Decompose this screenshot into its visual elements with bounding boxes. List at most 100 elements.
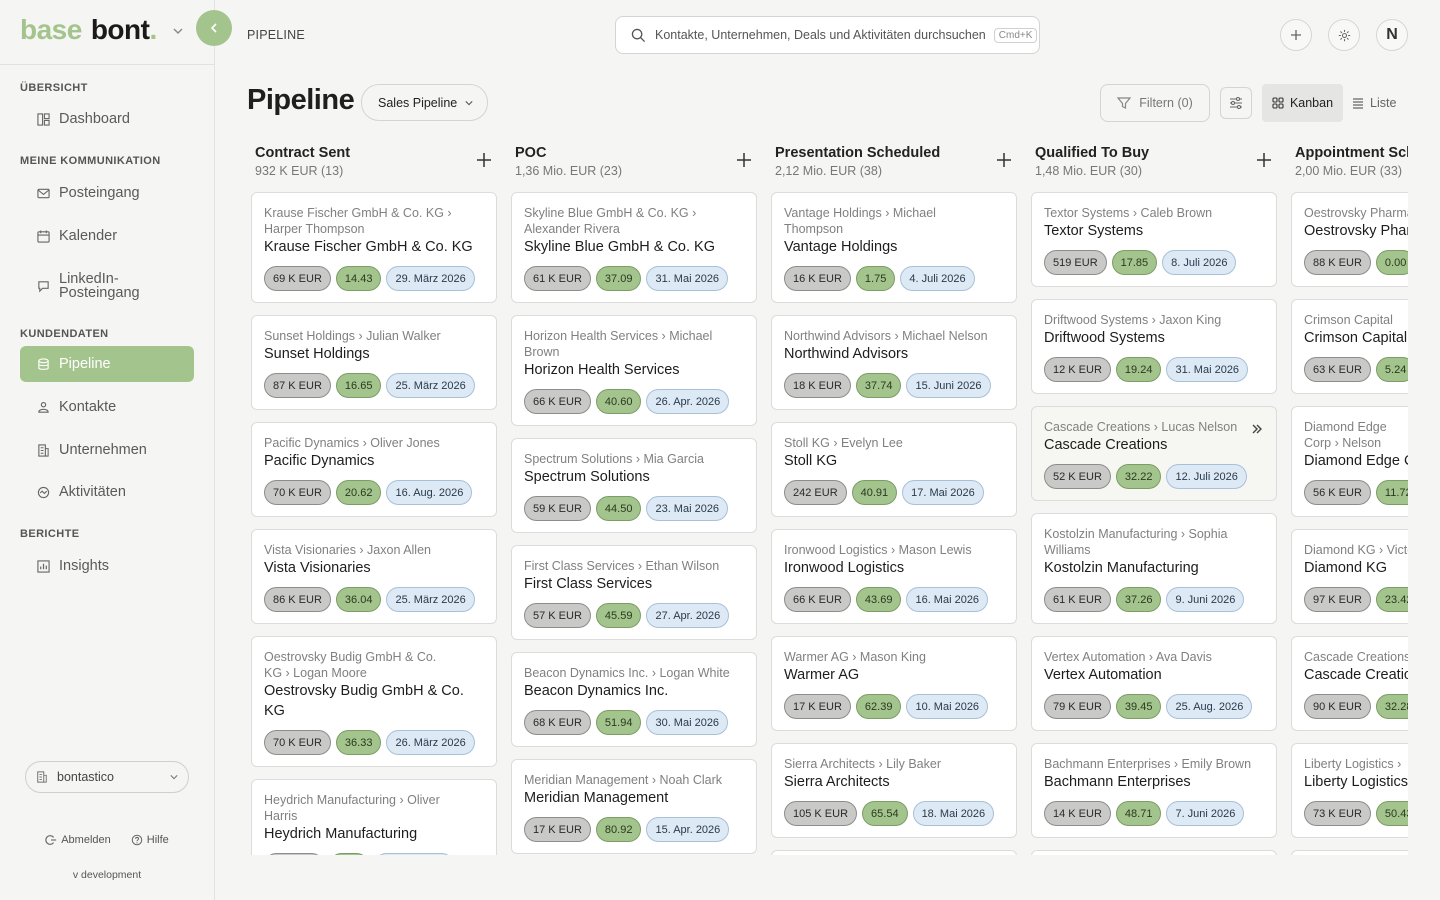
sidebar-item-calendar[interactable]: Kalender bbox=[20, 218, 194, 254]
logo[interactable]: base bont . bbox=[20, 14, 157, 46]
sidebar-item-activities[interactable]: Aktivitäten bbox=[20, 474, 194, 510]
adjust-button[interactable] bbox=[1220, 87, 1252, 119]
section-title-customer-data: KUNDENDATEN bbox=[20, 328, 109, 340]
sidebar-item-contacts[interactable]: Kontakte bbox=[20, 389, 194, 425]
deal-value-badge: 68 K EUR bbox=[524, 710, 591, 735]
deal-subtitle: Crimson Capital bbox=[1304, 313, 1393, 327]
chart-icon bbox=[37, 559, 50, 573]
deal-subtitle: Meridian Management › Noah Clark bbox=[524, 773, 723, 787]
sidebar-item-label: Unternehmen bbox=[59, 442, 147, 458]
sidebar-item-linkedin-inbox[interactable]: LinkedIn-Posteingang bbox=[20, 264, 194, 308]
page-title: Pipeline bbox=[247, 84, 355, 116]
expand-icon[interactable] bbox=[1250, 422, 1264, 436]
deal-subtitle: Liberty Logistics › bbox=[1304, 757, 1402, 771]
building-icon bbox=[38, 443, 49, 457]
deal-card[interactable]: Oestrovsky Pharma Oestrovsky Pharma 88 K… bbox=[1291, 192, 1408, 287]
sidebar-item-dashboard[interactable]: Dashboard bbox=[20, 101, 194, 137]
add-button[interactable] bbox=[1280, 19, 1312, 51]
deal-card[interactable]: Textor Systems › Caleb Brown Textor Syst… bbox=[1031, 192, 1277, 287]
deal-card[interactable]: Diamond KG › Victoria Diamond KG 97 K EU… bbox=[1291, 529, 1408, 624]
deal-card[interactable]: Ironwood Logistics › Mason Lewis Ironwoo… bbox=[771, 529, 1017, 624]
deal-card[interactable]: Skyline Blue GmbH & Co. KG › Alexander R… bbox=[511, 192, 757, 303]
deal-title: Driftwood Systems bbox=[1044, 330, 1165, 346]
deal-card[interactable]: Cascade Creations › Lucas Nelson Cascade… bbox=[1031, 406, 1277, 501]
deal-card[interactable]: Pacific Dynamics › Oliver Jones Pacific … bbox=[251, 422, 497, 517]
pipeline-select[interactable]: Sales Pipeline bbox=[361, 84, 488, 121]
deal-date-badge: 27. Apr. 2026 bbox=[646, 603, 730, 628]
deal-card[interactable]: Liberty Logistics › Liberty Logistics 73… bbox=[1291, 743, 1408, 838]
deal-card[interactable]: Stoll KG › Evelyn Lee Stoll KG 242 EUR 40… bbox=[771, 422, 1017, 517]
deal-card[interactable] bbox=[1291, 850, 1408, 855]
filter-button[interactable]: Filtern (0) bbox=[1100, 84, 1210, 122]
deal-probability-badge: 32.22 bbox=[1115, 464, 1162, 489]
deal-title: Skyline Blue GmbH & Co. KG bbox=[524, 239, 715, 255]
deal-subtitle: Pacific Dynamics › Oliver Jones bbox=[264, 436, 440, 450]
deal-card[interactable]: Vertex Automation › Ava Davis Vertex Aut… bbox=[1031, 636, 1277, 731]
deal-card[interactable]: Warmer AG › Mason King Warmer AG 17 K EU… bbox=[771, 636, 1017, 731]
deal-card[interactable]: Crimson Capital Crimson Capital 63 K EUR… bbox=[1291, 299, 1408, 394]
deal-subtitle: Skyline Blue GmbH & Co. KG › Alexander R… bbox=[524, 206, 697, 236]
view-list-button[interactable]: Liste bbox=[1352, 84, 1402, 122]
workspace-select[interactable]: bontastico bbox=[25, 761, 189, 793]
deal-probability-badge: 80.92 bbox=[595, 817, 642, 842]
add-deal-icon[interactable] bbox=[476, 152, 492, 168]
deal-probability-badge: 51.94 bbox=[595, 710, 642, 735]
deal-card[interactable]: Sierra Architects › Lily Baker Sierra Ar… bbox=[771, 743, 1017, 838]
deal-card[interactable] bbox=[771, 850, 1017, 855]
deal-value-badge: 61 K EUR bbox=[1044, 587, 1111, 612]
deal-card[interactable]: Beacon Dynamics Inc. › Logan White Beaco… bbox=[511, 652, 757, 747]
deal-title: Vantage Holdings bbox=[784, 239, 898, 255]
deal-probability-badge: 40.60 bbox=[595, 389, 642, 414]
deal-probability-badge: 16.65 bbox=[335, 373, 382, 398]
deal-date-badge: 12. Juli 2026 bbox=[1166, 464, 1247, 489]
add-deal-icon[interactable] bbox=[996, 152, 1012, 168]
deal-card[interactable] bbox=[1031, 850, 1277, 855]
sidebar-item-companies[interactable]: Unternehmen bbox=[20, 432, 194, 468]
settings-button[interactable] bbox=[1328, 19, 1360, 51]
column-title: Presentation Scheduled bbox=[775, 145, 941, 161]
sidebar-item-insights[interactable]: Insights bbox=[20, 548, 194, 584]
view-kanban-button[interactable]: Kanban bbox=[1262, 84, 1343, 122]
deal-probability-badge: 62.39 bbox=[855, 694, 902, 719]
deal-value-badge bbox=[264, 853, 324, 855]
column-header: Contract Sent 932 K EUR (13) bbox=[247, 140, 497, 192]
deal-card[interactable]: Oestrovsky Budig GmbH & Co. KG › Logan M… bbox=[251, 636, 497, 767]
sidebar-collapse-button[interactable] bbox=[196, 10, 232, 46]
add-deal-icon[interactable] bbox=[736, 152, 752, 168]
logout-link[interactable]: Abmelden bbox=[45, 834, 111, 846]
deal-card[interactable]: Northwind Advisors › Michael Nelson Nort… bbox=[771, 315, 1017, 410]
deal-card[interactable]: Sunset Holdings › Julian Walker Sunset H… bbox=[251, 315, 497, 410]
deal-card[interactable]: Heydrich Manufacturing › Oliver Harris H… bbox=[251, 779, 497, 855]
deal-card[interactable]: Meridian Management › Noah Clark Meridia… bbox=[511, 759, 757, 854]
sidebar-item-pipeline[interactable]: Pipeline bbox=[20, 346, 194, 382]
help-link[interactable]: Hilfe bbox=[131, 834, 169, 846]
deal-date-badge: 8. Juli 2026 bbox=[1162, 250, 1237, 275]
deal-subtitle: First Class Services › Ethan Wilson bbox=[524, 559, 720, 573]
deal-card[interactable]: Vantage Holdings › Michael Thompson Vant… bbox=[771, 192, 1017, 303]
avatar[interactable]: N bbox=[1376, 19, 1408, 51]
deal-card[interactable]: Diamond Edge Corp › Nelson Diamond Edge … bbox=[1291, 406, 1408, 517]
deal-subtitle: Warmer AG › Mason King bbox=[784, 650, 926, 664]
deal-card[interactable]: Kostolzin Manufacturing › Sophia William… bbox=[1031, 513, 1277, 624]
deal-card[interactable]: Spectrum Solutions › Mia Garcia Spectrum… bbox=[511, 438, 757, 533]
deal-card[interactable]: Horizon Health Services › Michael Brown … bbox=[511, 315, 757, 426]
search-placeholder: Kontakte, Unternehmen, Deals und Aktivit… bbox=[655, 28, 986, 42]
deal-card[interactable]: Krause Fischer GmbH & Co. KG › Harper Th… bbox=[251, 192, 497, 303]
deal-value-badge: 519 EUR bbox=[1044, 250, 1107, 275]
deal-card[interactable]: Driftwood Systems › Jaxon King Driftwood… bbox=[1031, 299, 1277, 394]
deal-card[interactable]: Vista Visionaries › Jaxon Allen Vista Vi… bbox=[251, 529, 497, 624]
sidebar: base bont . ÜBERSICHT Dashboard MEINE KO… bbox=[0, 0, 215, 900]
column-summary: 932 K EUR (13) bbox=[255, 164, 344, 178]
add-deal-icon[interactable] bbox=[1256, 152, 1272, 168]
deal-card[interactable]: Cascade Creations Cascade Creations 90 K… bbox=[1291, 636, 1408, 731]
deal-card[interactable]: Bachmann Enterprises › Emily Brown Bachm… bbox=[1031, 743, 1277, 838]
chevron-down-icon[interactable] bbox=[172, 26, 184, 36]
deal-date-badge: 15. Juni 2026 bbox=[906, 373, 991, 398]
deal-card[interactable]: First Class Services › Ethan Wilson Firs… bbox=[511, 545, 757, 640]
search-input[interactable]: Kontakte, Unternehmen, Deals und Aktivit… bbox=[615, 16, 1040, 54]
deal-value-badge: 18 K EUR bbox=[784, 373, 851, 398]
deal-subtitle: Beacon Dynamics Inc. › Logan White bbox=[524, 666, 730, 680]
sidebar-item-inbox[interactable]: Posteingang bbox=[20, 175, 194, 211]
sidebar-item-label: Insights bbox=[59, 558, 109, 574]
version-label: v development bbox=[72, 869, 142, 881]
